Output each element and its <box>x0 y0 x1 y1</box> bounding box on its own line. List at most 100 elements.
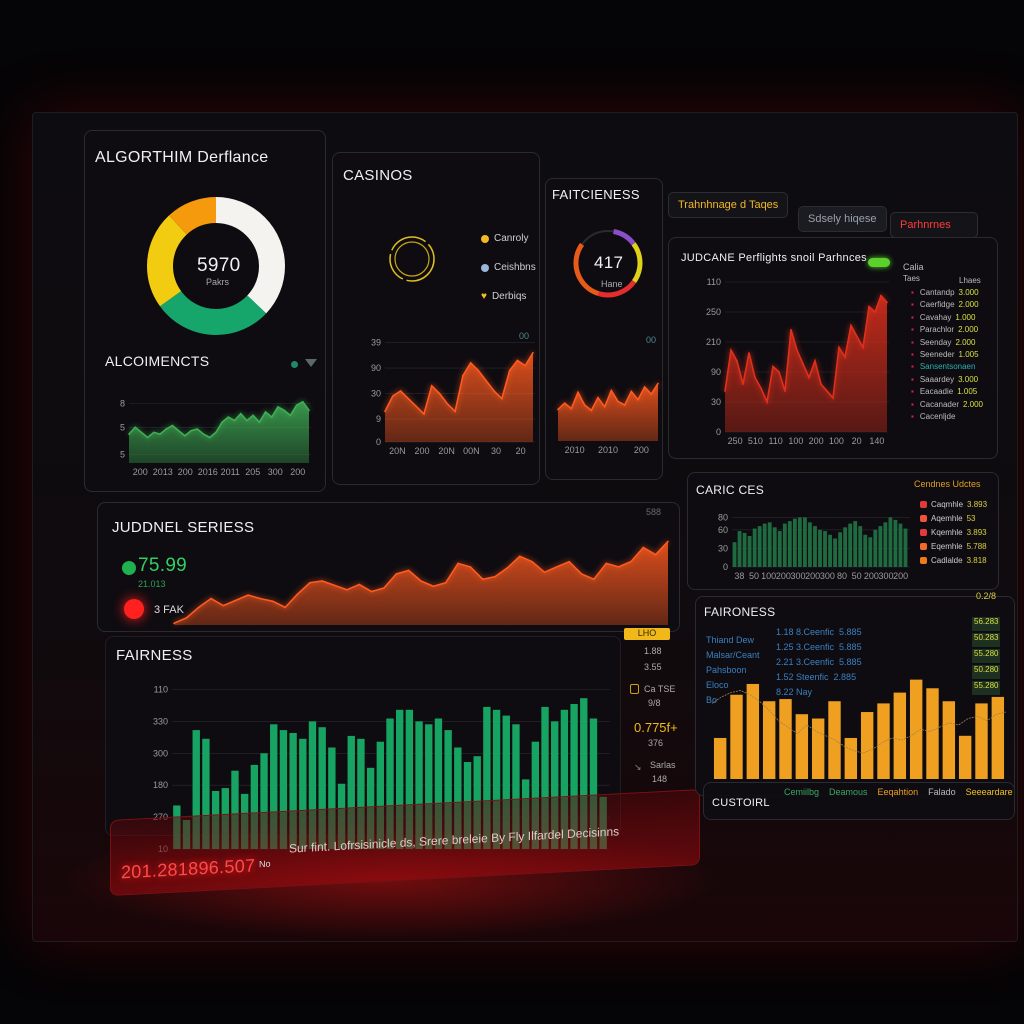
x-tick-label: 2010 <box>565 445 585 455</box>
list-item[interactable]: ▪ Cacanader 2.000 <box>911 400 993 412</box>
row-name: 1.18 8.Ceenfic <box>776 627 835 637</box>
bar <box>512 724 520 849</box>
bar <box>483 706 491 849</box>
bar <box>823 531 827 567</box>
series-primary-sub: 21.013 <box>138 579 166 589</box>
data-point <box>832 397 834 399</box>
bar <box>454 747 462 849</box>
list-item[interactable]: ▪ Eacaadie 1.005 <box>911 387 993 399</box>
x-tick-label: 100 <box>788 436 803 446</box>
list-item[interactable]: ▪ Sansentsonaen <box>911 362 993 374</box>
data-point <box>309 581 311 584</box>
x-tick-label: 20 <box>852 436 862 446</box>
legend-value: 5.788 <box>966 541 987 551</box>
row-name: 8.22 Nay <box>776 687 813 697</box>
data-point <box>270 416 273 418</box>
x-tick-label: 50 <box>852 571 862 581</box>
data-point <box>184 435 186 437</box>
bar <box>873 529 878 567</box>
y-tick-label: 90 <box>711 367 721 377</box>
data-point <box>862 346 864 349</box>
fairness-gauge <box>573 228 643 298</box>
tab-trading-targets[interactable]: Trahnhnage d Taqes <box>668 192 789 218</box>
footer-legend-item[interactable]: Deamous <box>829 787 868 797</box>
side-check-sub: 9/8 <box>648 698 661 708</box>
footer-legend-item[interactable]: Seeeardare <box>965 787 1013 797</box>
casinos-ring <box>389 236 435 282</box>
list-item-value: 1.005 <box>957 387 978 397</box>
data-point <box>346 589 348 591</box>
bar <box>551 721 559 849</box>
gauge-label: Hane <box>601 279 623 289</box>
right-value: 50.283 <box>972 633 1001 647</box>
list-item[interactable]: ▪ Cacenljde <box>911 412 993 424</box>
data-point <box>623 404 626 406</box>
bar <box>848 523 853 567</box>
footer-legend-item[interactable]: Falado <box>928 787 956 797</box>
list-item[interactable]: ▪ Cantandp 3.000 <box>911 288 993 300</box>
checkbox[interactable] <box>630 684 639 694</box>
row-value: 5.885 <box>839 642 862 652</box>
list-item[interactable]: ▪ Saaardey 3.000 <box>911 375 993 387</box>
legend-value: 3.893 <box>967 499 988 509</box>
bar <box>396 709 404 849</box>
list-header: Calia <box>903 262 924 272</box>
data-point <box>838 346 840 349</box>
data-point <box>264 411 267 413</box>
tab-search[interactable]: Sdsely hiqese <box>798 206 887 232</box>
list-item[interactable]: ▪ Caerfidge 2.000 <box>911 300 993 312</box>
list-item-name: Caerfidge <box>919 300 955 310</box>
legend-item: Cadlalde 3.818 <box>920 553 987 567</box>
bar <box>732 542 737 567</box>
casinos-legend-item[interactable]: Ceishbns <box>481 262 536 273</box>
row-label: Pahsboon <box>706 665 747 675</box>
bar <box>347 735 355 849</box>
x-tick-label: 20N <box>438 446 455 456</box>
list-item-name: Cavahay <box>919 312 952 322</box>
legend-label: Ceishbns <box>494 262 536 273</box>
x-tick-label: 200 <box>290 467 305 477</box>
area-fill <box>725 295 887 432</box>
x-tick-label: 20N <box>389 446 406 456</box>
performance-title: JUDCANE Perflights snoil Parhnces <box>681 252 867 264</box>
list-item[interactable]: ▪ Cavahay 1.000 <box>911 313 993 325</box>
legend-swatch-icon <box>920 542 927 550</box>
casinos-legend-item[interactable]: Canroly <box>481 233 528 244</box>
bullet-icon: ▪ <box>911 374 914 384</box>
data-point <box>446 402 449 405</box>
data-point <box>247 594 249 596</box>
algorithm-donut <box>147 197 285 335</box>
data-point <box>543 571 546 573</box>
filter-dropdown-icon[interactable] <box>305 359 317 367</box>
x-tick-label: 20 <box>516 446 526 456</box>
side-badge[interactable]: LHO <box>624 628 670 640</box>
footer-legend-item[interactable]: Cemiilbg <box>784 787 820 797</box>
list-item[interactable]: ▪ Parachlor 2.000 <box>911 325 993 337</box>
bar <box>958 735 972 779</box>
y-tick-label: 80 <box>718 512 728 522</box>
bullet-icon: ▪ <box>911 399 914 409</box>
tab-performance[interactable]: Parhnrnes <box>890 212 978 238</box>
donut-value: 5970 <box>197 255 241 276</box>
list-item[interactable]: ▪ Seenday 2.000 <box>911 338 993 350</box>
footer-legend-item[interactable]: Eeqahtion <box>877 787 919 797</box>
bar <box>541 706 549 849</box>
x-tick-label: 200 <box>634 445 649 455</box>
data-point <box>321 580 323 582</box>
legend-swatch-icon <box>920 514 927 522</box>
donut-segment <box>147 197 285 335</box>
list-item-value: 1.005 <box>958 349 979 359</box>
bullet-icon: ▪ <box>911 362 914 372</box>
bar <box>589 718 598 849</box>
data-point <box>481 578 484 581</box>
data-point <box>784 390 786 392</box>
fairness-left-labels: Thiand Dew Malsar/Ceant Pahsboon Eloco Bo <box>706 635 760 710</box>
casinos-legend-item[interactable]: ♥ Derbiqs <box>481 291 526 302</box>
alert-icon[interactable] <box>124 599 144 619</box>
list-item[interactable]: ▪ Seeneder 1.005 <box>911 350 993 362</box>
data-point <box>258 421 261 423</box>
performance-toggle[interactable] <box>868 258 890 267</box>
fairness-right-values: 56.283 50.283 55.280 50.280 55.280 <box>972 615 1001 695</box>
bar <box>299 738 307 849</box>
bar <box>762 523 767 567</box>
